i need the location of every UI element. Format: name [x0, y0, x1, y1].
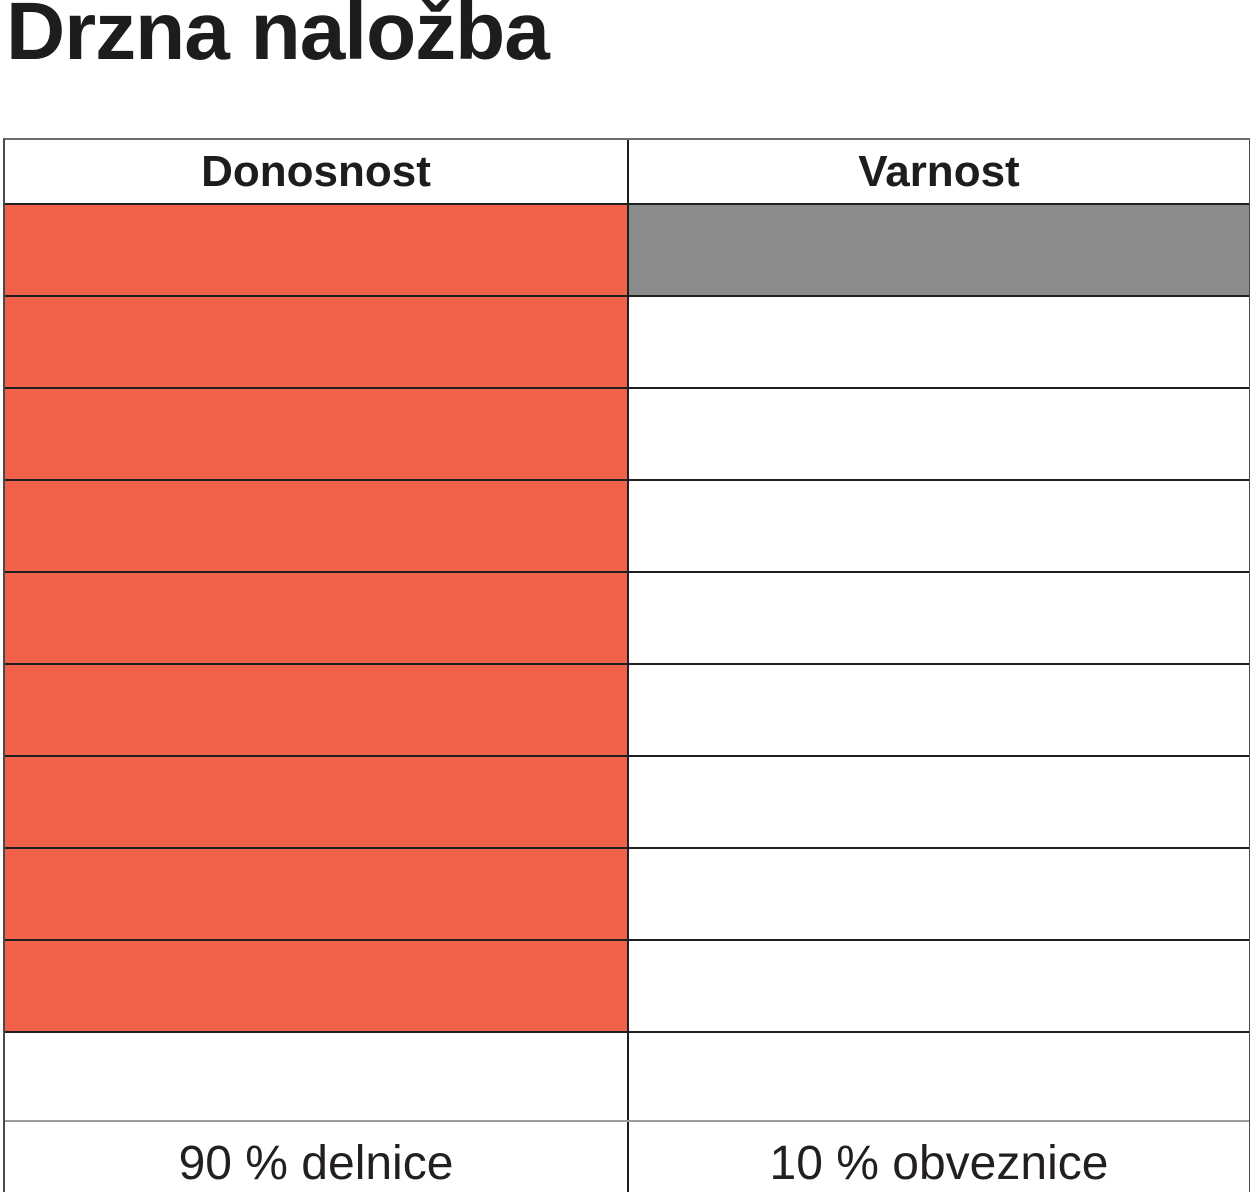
grid-row-7 — [5, 755, 1249, 847]
donosnost-cell-2 — [5, 297, 627, 387]
grid-row-2 — [5, 295, 1249, 387]
varnost-cell-7 — [627, 757, 1249, 847]
donosnost-cell-9 — [5, 941, 627, 1031]
header-row: Donosnost Varnost — [5, 140, 1249, 203]
donosnost-cell-4 — [5, 481, 627, 571]
varnost-cell-5 — [627, 573, 1249, 663]
grid-row-5 — [5, 571, 1249, 663]
footer-row: 90 % delnice 10 % obveznice — [5, 1120, 1249, 1192]
page-title: Drzna naložba — [6, 0, 550, 77]
varnost-cell-1 — [627, 205, 1249, 295]
donosnost-cell-7 — [5, 757, 627, 847]
allocation-chart: Donosnost Varnost 90 % delnice 10 % obve… — [3, 138, 1250, 1192]
varnost-cell-8 — [627, 849, 1249, 939]
donosnost-cell-10 — [5, 1033, 627, 1120]
grid-row-3 — [5, 387, 1249, 479]
varnost-cell-9 — [627, 941, 1249, 1031]
donosnost-cell-8 — [5, 849, 627, 939]
grid-row-4 — [5, 479, 1249, 571]
donosnost-cell-5 — [5, 573, 627, 663]
varnost-cell-2 — [627, 297, 1249, 387]
grid-row-10 — [5, 1031, 1249, 1120]
varnost-cell-3 — [627, 389, 1249, 479]
column-header-varnost: Varnost — [627, 140, 1249, 203]
donosnost-cell-1 — [5, 205, 627, 295]
grid-row-1 — [5, 203, 1249, 295]
column-header-donosnost: Donosnost — [201, 146, 431, 196]
grid-rows — [5, 203, 1249, 1120]
varnost-cell-4 — [627, 481, 1249, 571]
grid-row-8 — [5, 847, 1249, 939]
grid-row-9 — [5, 939, 1249, 1031]
varnost-cell-10 — [627, 1033, 1249, 1120]
footer-label-delnice: 90 % delnice — [178, 1136, 454, 1190]
varnost-cell-6 — [627, 665, 1249, 755]
donosnost-cell-3 — [5, 389, 627, 479]
grid-row-6 — [5, 663, 1249, 755]
footer-label-obveznice: 10 % obveznice — [627, 1122, 1249, 1192]
donosnost-cell-6 — [5, 665, 627, 755]
